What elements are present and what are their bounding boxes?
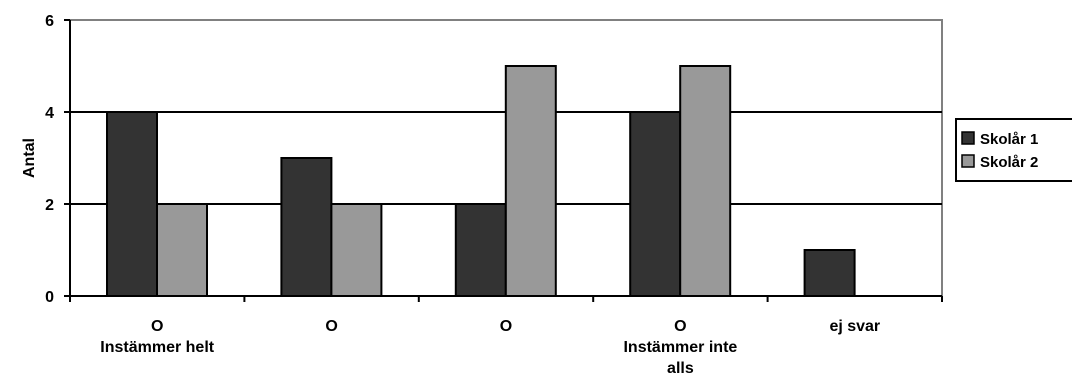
legend-box bbox=[955, 118, 1072, 182]
y-tick-labels: 0 2 4 6 bbox=[45, 13, 54, 306]
bar bbox=[280, 157, 333, 297]
bar bbox=[629, 111, 682, 297]
x-category-label: O bbox=[151, 318, 163, 335]
bar bbox=[803, 249, 856, 297]
bar bbox=[454, 203, 507, 297]
x-category-label: O bbox=[674, 318, 686, 335]
legend-label: Skolår 1 bbox=[980, 131, 1038, 148]
x-category-labels: O Instämmer helt O O O Instämmer inte alls ej s… bbox=[100, 318, 880, 377]
x-category-label: O bbox=[500, 318, 512, 335]
x-category-label: Instämmer inte bbox=[623, 339, 737, 356]
bars bbox=[106, 65, 856, 297]
y-axis-title: Antal bbox=[21, 138, 38, 178]
bar bbox=[330, 203, 383, 297]
y-tick-label: 4 bbox=[45, 105, 54, 122]
legend-swatch bbox=[961, 131, 975, 145]
legend-label: Skolår 2 bbox=[980, 154, 1038, 171]
bar bbox=[156, 203, 208, 297]
axes bbox=[64, 19, 943, 302]
bar bbox=[504, 65, 557, 297]
x-category-label: O bbox=[325, 318, 337, 335]
legend-swatch bbox=[961, 154, 975, 168]
x-category-label: ej svar bbox=[829, 318, 880, 335]
x-category-label: alls bbox=[667, 360, 694, 377]
bar bbox=[679, 65, 732, 297]
y-tick-label: 2 bbox=[45, 197, 54, 214]
bar bbox=[106, 111, 158, 297]
y-tick-label: 6 bbox=[45, 13, 54, 30]
x-category-label: Instämmer helt bbox=[100, 339, 214, 356]
y-tick-label: 0 bbox=[45, 289, 54, 306]
legend: Skolår 1 Skolår 2 bbox=[955, 118, 1072, 182]
